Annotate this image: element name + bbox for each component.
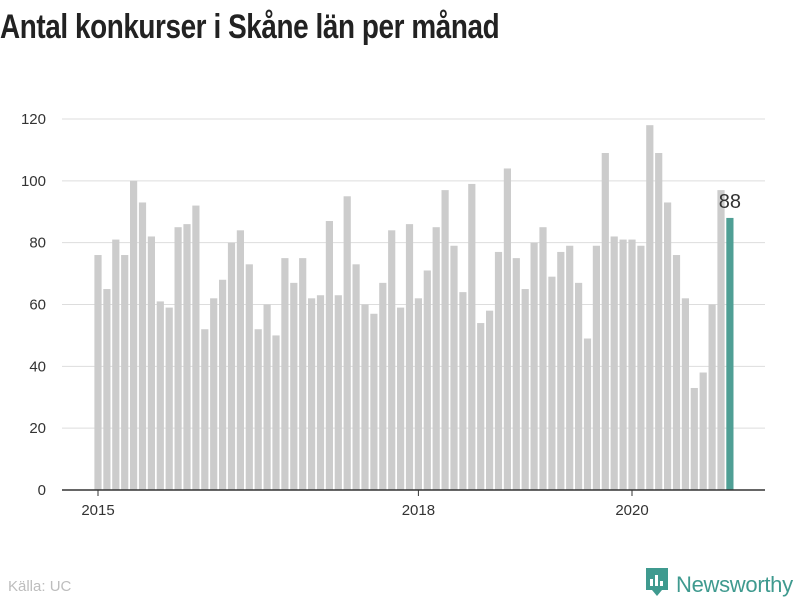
bar (272, 335, 280, 490)
annotations: 88 (719, 191, 741, 213)
bar (201, 329, 209, 490)
bar (245, 264, 253, 490)
bar (281, 258, 289, 491)
bar (450, 245, 458, 490)
bar (165, 307, 173, 490)
y-tick-label: 60 (29, 297, 46, 314)
bar (370, 313, 378, 490)
bar (592, 245, 600, 490)
bar (548, 276, 556, 490)
bar (681, 298, 689, 490)
bar (432, 227, 440, 490)
bar (583, 338, 592, 490)
bar (664, 202, 672, 490)
bar (610, 236, 618, 490)
bar (717, 190, 725, 491)
bar (121, 255, 129, 490)
bar (699, 372, 707, 490)
bar (147, 236, 155, 490)
bar (379, 282, 387, 490)
source-note: Källa: UC (8, 578, 72, 595)
bars (94, 125, 734, 491)
bar (103, 289, 111, 490)
bar (468, 183, 476, 490)
bar (575, 282, 583, 490)
bar (183, 224, 191, 490)
bar (646, 125, 654, 491)
bar (334, 295, 342, 490)
bar (397, 307, 405, 490)
bar (521, 289, 529, 490)
bar (637, 245, 645, 490)
x-axis-labels: 2015 2018 2020 (81, 502, 648, 519)
brand-name: Newsworthy (676, 571, 793, 597)
bar (441, 190, 449, 491)
bar (112, 239, 120, 490)
bar (530, 242, 538, 490)
bar (219, 279, 227, 490)
y-tick-label: 80 (29, 235, 46, 252)
newsworthy-chat-chart-icon (644, 566, 670, 603)
bar (316, 295, 325, 490)
brand-logo: Newsworthy (644, 566, 793, 603)
y-axis-labels: 0 20 40 60 80 100 120 (21, 111, 46, 499)
bar (343, 196, 351, 491)
highlight-bar (726, 217, 734, 490)
bar (192, 205, 200, 490)
bar (361, 304, 369, 490)
bar (628, 239, 636, 490)
bar (138, 202, 147, 490)
bar (423, 270, 431, 490)
bar (388, 230, 396, 491)
bar (174, 227, 182, 490)
bar (210, 298, 218, 490)
bar (156, 301, 164, 490)
bar (601, 153, 609, 490)
y-tick-label: 20 (29, 420, 46, 437)
y-tick-label: 100 (21, 173, 46, 190)
bar (405, 224, 414, 490)
x-tick-label: 2020 (615, 502, 648, 519)
bar (494, 251, 503, 490)
x-axis (62, 489, 765, 496)
bar (486, 310, 494, 490)
bar (477, 323, 485, 490)
y-tick-label: 40 (29, 358, 46, 375)
bar (227, 242, 236, 490)
bar (690, 387, 698, 490)
y-tick-label: 120 (21, 111, 46, 128)
bar (299, 258, 307, 491)
bar (325, 221, 333, 490)
bar (557, 251, 565, 490)
bar (708, 304, 716, 490)
bar (254, 329, 262, 490)
bar (236, 230, 244, 491)
y-tick-label: 0 (38, 482, 46, 499)
bar (263, 304, 271, 490)
bar (308, 298, 316, 490)
bar (352, 264, 360, 490)
bar (94, 255, 102, 490)
x-tick-label: 2018 (402, 502, 435, 519)
chart-title: Antal konkurser i Skåne län per månad (0, 8, 500, 46)
x-tick-label: 2015 (81, 502, 114, 519)
bar (539, 227, 547, 490)
bar (459, 292, 467, 490)
bar (414, 298, 422, 490)
bar (512, 258, 520, 491)
bar (130, 180, 138, 490)
bar (290, 282, 298, 490)
bar (566, 245, 574, 490)
highlight-value-label: 88 (719, 191, 741, 213)
bar (619, 239, 627, 490)
bar (503, 168, 511, 490)
bar (672, 255, 681, 490)
bar (655, 153, 663, 490)
